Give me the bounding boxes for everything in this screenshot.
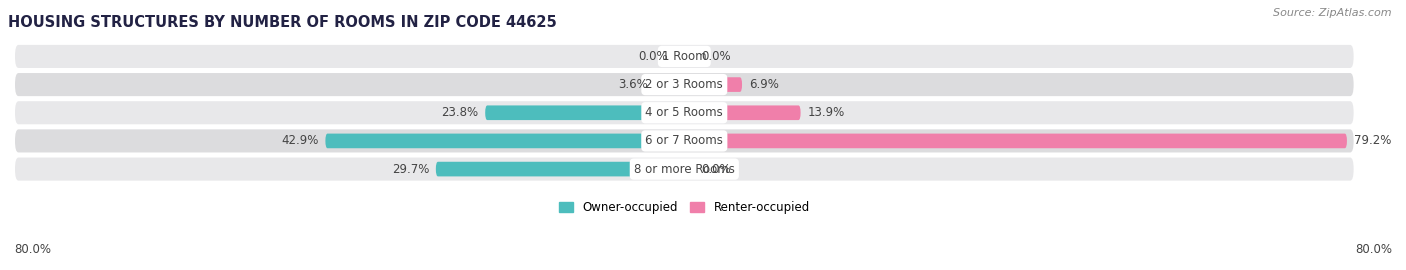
Text: 0.0%: 0.0% [638, 50, 668, 63]
Text: 80.0%: 80.0% [1355, 243, 1392, 256]
Text: 23.8%: 23.8% [441, 106, 478, 119]
FancyBboxPatch shape [15, 45, 1354, 68]
Text: 2 or 3 Rooms: 2 or 3 Rooms [645, 78, 723, 91]
Text: 6 or 7 Rooms: 6 or 7 Rooms [645, 134, 723, 147]
FancyBboxPatch shape [654, 77, 685, 92]
Text: 0.0%: 0.0% [702, 50, 731, 63]
Text: 1 Room: 1 Room [662, 50, 707, 63]
FancyBboxPatch shape [325, 134, 685, 148]
Text: 8 or more Rooms: 8 or more Rooms [634, 163, 735, 176]
FancyBboxPatch shape [15, 73, 1354, 96]
Text: HOUSING STRUCTURES BY NUMBER OF ROOMS IN ZIP CODE 44625: HOUSING STRUCTURES BY NUMBER OF ROOMS IN… [8, 15, 557, 30]
Text: 42.9%: 42.9% [281, 134, 319, 147]
FancyBboxPatch shape [15, 157, 1354, 181]
Text: 80.0%: 80.0% [14, 243, 51, 256]
Text: 29.7%: 29.7% [392, 163, 429, 176]
Text: 0.0%: 0.0% [702, 163, 731, 176]
FancyBboxPatch shape [685, 105, 800, 120]
FancyBboxPatch shape [685, 134, 1347, 148]
FancyBboxPatch shape [685, 77, 742, 92]
Text: 13.9%: 13.9% [807, 106, 845, 119]
Legend: Owner-occupied, Renter-occupied: Owner-occupied, Renter-occupied [554, 196, 814, 219]
FancyBboxPatch shape [436, 162, 685, 176]
FancyBboxPatch shape [15, 129, 1354, 153]
FancyBboxPatch shape [485, 105, 685, 120]
Text: 6.9%: 6.9% [749, 78, 779, 91]
FancyBboxPatch shape [15, 101, 1354, 124]
Text: 4 or 5 Rooms: 4 or 5 Rooms [645, 106, 723, 119]
Text: 79.2%: 79.2% [1354, 134, 1391, 147]
Text: Source: ZipAtlas.com: Source: ZipAtlas.com [1274, 8, 1392, 18]
Text: 3.6%: 3.6% [617, 78, 648, 91]
